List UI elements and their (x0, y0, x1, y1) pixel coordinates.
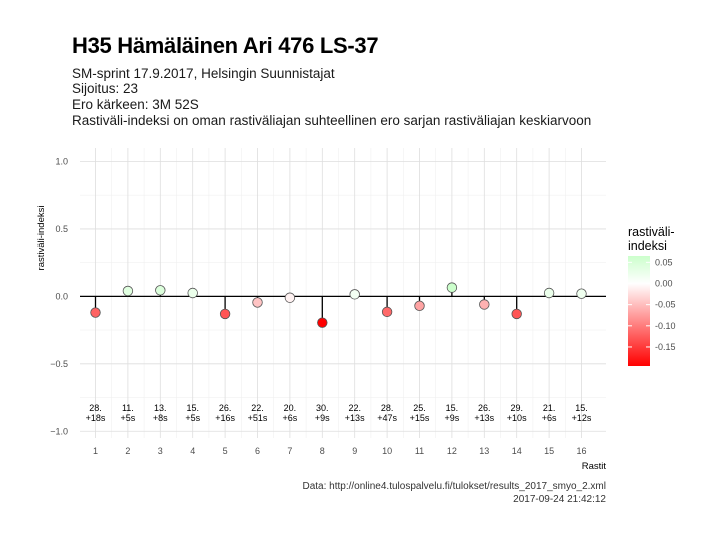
leg-rank-label: 11. (122, 403, 134, 413)
data-point (414, 300, 425, 312)
leg-rank-label: 29. (510, 403, 523, 413)
leg-rank-label: 15. (186, 403, 199, 413)
leg-rank-label: 25. (413, 403, 426, 413)
x-tick-label: 6 (255, 446, 260, 456)
y-tick-label: −0.5 (50, 359, 68, 369)
timestamp-caption: 2017-09-24 21:42:12 (513, 494, 606, 505)
data-point (187, 287, 198, 299)
leg-rank-label: 13. (154, 403, 167, 413)
data-point (90, 307, 101, 318)
legend-colorbar (628, 256, 650, 366)
x-tick-label: 14 (512, 446, 522, 456)
data-point (543, 287, 555, 299)
data-point (446, 282, 458, 293)
leg-time-label: +5s (121, 413, 136, 423)
leg-rank-label: 15. (446, 403, 459, 413)
x-tick-label: 16 (576, 446, 586, 456)
x-tick-label: 9 (352, 446, 357, 456)
leg-time-label: +6s (283, 413, 298, 423)
leg-rank-label: 26. (478, 403, 491, 413)
leg-rank-label: 20. (284, 403, 297, 413)
leg-time-label: +9s (315, 413, 330, 423)
x-tick-label: 4 (190, 446, 195, 456)
leg-time-label: +47s (377, 413, 397, 423)
leg-time-label: +16s (215, 413, 235, 423)
subtitle-description: Rastiväli-indeksi on oman rastiväliajan … (72, 113, 592, 128)
leg-rank-label: 15. (575, 403, 588, 413)
data-point (479, 299, 490, 310)
x-tick-label: 5 (223, 446, 228, 456)
legend-tick-label: -0.05 (655, 300, 676, 310)
leg-rank-label: 21. (543, 403, 556, 413)
legend-tick-label: 0.05 (655, 257, 673, 267)
x-tick-label: 15 (544, 446, 554, 456)
x-tick-label: 8 (320, 446, 325, 456)
leg-time-label: +15s (410, 413, 430, 423)
x-tick-label: 2 (125, 446, 130, 456)
legend-title: indeksi (628, 239, 667, 253)
x-tick-label: 13 (479, 446, 489, 456)
leg-time-label: +9s (445, 413, 460, 423)
leg-rank-label: 26. (219, 403, 232, 413)
y-tick-label: 0.0 (55, 291, 68, 301)
leg-time-label: +12s (572, 413, 592, 423)
leg-rank-label: 30. (316, 403, 329, 413)
x-tick-label: 1 (93, 446, 98, 456)
data-point (317, 317, 328, 328)
y-tick-label: −1.0 (50, 426, 68, 436)
data-source-caption: Data: http://online4.tulospalvelu.fi/tul… (302, 481, 606, 492)
data-point (381, 306, 393, 318)
leg-time-label: +5s (185, 413, 200, 423)
leg-time-label: +18s (86, 413, 106, 423)
leg-time-label: +6s (542, 413, 557, 423)
leg-rank-label: 28. (89, 403, 102, 413)
x-tick-label: 10 (382, 446, 392, 456)
legend-tick-label: -0.10 (655, 321, 676, 331)
x-tick-label: 12 (447, 446, 457, 456)
data-point (576, 288, 587, 299)
y-tick-label: 1.0 (55, 156, 68, 166)
leg-time-label: +13s (474, 413, 494, 423)
legend-title: rastiväli- (628, 225, 675, 239)
legend-tick-label: -0.15 (655, 342, 676, 352)
data-point (219, 308, 231, 320)
leg-rank-label: 28. (381, 403, 394, 413)
legend-tick-label: 0.00 (655, 279, 673, 289)
leg-rank-label: 22. (348, 403, 361, 413)
x-tick-label: 3 (158, 446, 163, 456)
x-axis-title: Rastit (582, 461, 607, 472)
data-point (122, 285, 134, 297)
data-point (284, 292, 296, 303)
subtitle-rank: Sijoitus: 23 (72, 81, 139, 96)
data-point (349, 289, 360, 300)
data-point (155, 285, 166, 296)
leg-time-label: +8s (153, 413, 168, 423)
y-axis-title: rastiväli-indeksi (36, 206, 47, 271)
chart-title: H35 Hämäläinen Ari 476 LS-37 (72, 33, 379, 58)
subtitle-gap: Ero kärkeen: 3M 52S (72, 97, 199, 112)
leg-time-label: +10s (507, 413, 527, 423)
y-tick-label: 0.5 (55, 224, 68, 234)
leg-time-label: +13s (345, 413, 365, 423)
leg-rank-label: 22. (251, 403, 264, 413)
data-point (252, 297, 263, 308)
x-tick-label: 7 (287, 446, 292, 456)
subtitle-event: SM-sprint 17.9.2017, Helsingin Suunnista… (72, 66, 335, 81)
x-tick-label: 11 (415, 446, 424, 456)
leg-time-label: +51s (248, 413, 268, 423)
data-point (511, 308, 522, 320)
